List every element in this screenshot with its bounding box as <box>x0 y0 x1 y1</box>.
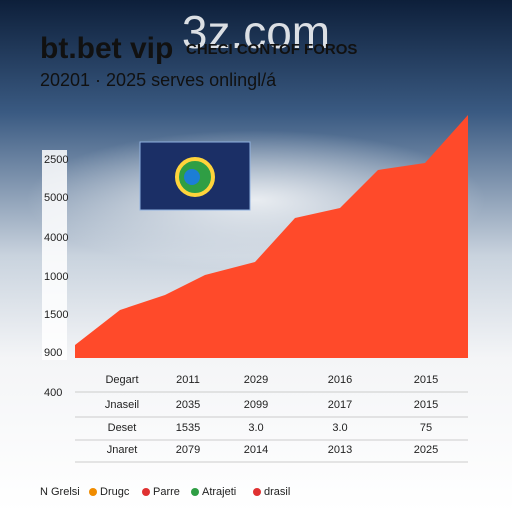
table-cell: Deset <box>108 422 137 434</box>
axis-label: 2500 <box>44 154 68 166</box>
axis-label: 4000 <box>44 232 68 244</box>
table-cell: Jnaseil <box>105 399 139 411</box>
tagline: CHECI CONTOF FOROS <box>186 41 357 58</box>
table-cell: 2017 <box>328 399 352 411</box>
table-cell: 2035 <box>176 399 200 411</box>
legend-label: Drugc <box>100 486 130 498</box>
table-cell: 2025 <box>414 444 438 456</box>
table-cell: 2016 <box>328 374 352 386</box>
table-cell: 2015 <box>414 399 438 411</box>
table-cell: 2099 <box>244 399 268 411</box>
legend-label: Atrajeti <box>202 486 236 498</box>
table-cell: 2079 <box>176 444 200 456</box>
globe-core <box>184 169 200 185</box>
table-cell: Degart <box>105 374 138 386</box>
legend-swatch <box>191 488 199 496</box>
axis-label: 1000 <box>44 271 68 283</box>
table-cell: 2013 <box>328 444 352 456</box>
legend-swatch <box>89 488 97 496</box>
axis-labels: 2500 5000 4000 1000 1500 900 400 <box>44 154 68 399</box>
legend-label: N Grelsi <box>40 486 80 498</box>
table-cell: 1535 <box>176 422 200 434</box>
table-cell: Jnaret <box>107 444 138 456</box>
title: bt.bet vip <box>40 32 173 65</box>
area <box>75 115 468 358</box>
table-cell: 75 <box>420 422 432 434</box>
table-cell: 2029 <box>244 374 268 386</box>
table-cell: 3.0 <box>248 422 263 434</box>
table-cell: 2014 <box>244 444 268 456</box>
axis-panel <box>42 150 67 360</box>
axis-label: 1500 <box>44 309 68 321</box>
legend: N Grelsi Drugc Parre Atrajeti drasil <box>40 486 290 498</box>
axis-label: 400 <box>44 387 62 399</box>
subtitle: 20201 · 2025 serves onlingl/á <box>40 70 277 90</box>
table: Degart 2011 2029 2016 2015 Jnaseil 2035 2099 201… <box>75 374 468 463</box>
axis-label: 5000 <box>44 192 68 204</box>
legend-label: Parre <box>153 486 180 498</box>
legend-swatch <box>142 488 150 496</box>
table-cell: 2015 <box>414 374 438 386</box>
watermark: 3z.com <box>182 6 330 58</box>
table-cell: 2011 <box>176 374 200 386</box>
table-cell: 3.0 <box>332 422 347 434</box>
legend-label: drasil <box>264 486 290 498</box>
legend-swatch <box>253 488 261 496</box>
axis-label: 900 <box>44 347 62 359</box>
